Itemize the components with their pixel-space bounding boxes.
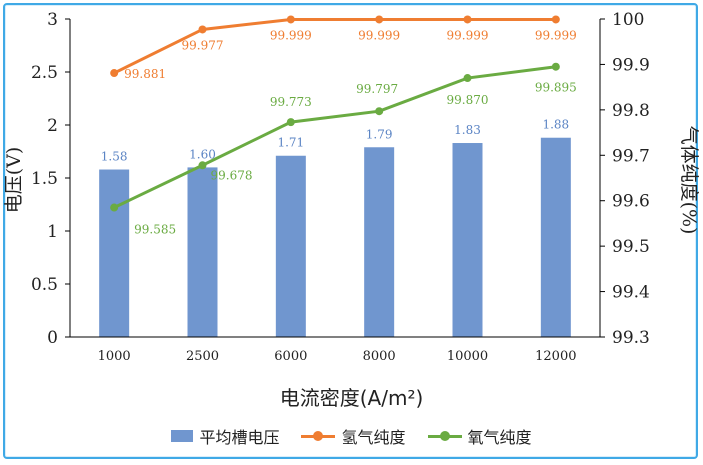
- series-data-label: 99.678: [211, 168, 253, 182]
- bar: [99, 169, 130, 337]
- y-left-tick-label: 3: [47, 10, 58, 30]
- chart: 0 0.5 1 1.5 2 2.5 3 99.3 99.4 99.5 99.6 99.7 99.8 99…: [3, 10, 700, 364]
- series-point: [463, 15, 472, 24]
- series-data-label: 99.773: [270, 95, 312, 109]
- series-point: [551, 62, 560, 71]
- x-tick-label: 10000: [447, 349, 488, 364]
- legend-item-bar: 平均槽电压: [171, 424, 279, 448]
- y-left-tick-label: 1: [47, 222, 58, 242]
- y-right-tick-label: 99.8: [612, 101, 650, 121]
- x-axis-label: 电流密度(A/m²): [0, 382, 703, 411]
- series-data-label: 99.999: [270, 28, 312, 42]
- legend-label-bar: 平均槽电压: [199, 428, 280, 447]
- series-line: [113, 65, 557, 209]
- series-data-label: 99.999: [447, 28, 489, 42]
- series-line: [113, 17, 556, 75]
- series-data-label: 99.797: [356, 82, 398, 96]
- bar-data-label: 1.60: [189, 147, 216, 161]
- series-point: [110, 203, 119, 212]
- bar-data-label: 1.88: [542, 118, 569, 132]
- y-axis-right-label: 气体纯度(%): [678, 126, 700, 235]
- y-axis-left-label: 电压(V): [3, 147, 25, 214]
- series-point: [375, 15, 384, 24]
- series-point: [286, 15, 295, 24]
- series-point: [375, 107, 384, 116]
- x-tick-label: 1000: [98, 349, 131, 364]
- series-point: [198, 25, 207, 34]
- series-data-label: 99.870: [447, 93, 489, 107]
- legend-label-h2: 氢气纯度: [341, 428, 406, 447]
- series-data-label: 99.585: [134, 223, 176, 237]
- y-right-tick-label: 100: [612, 10, 644, 30]
- series-point: [198, 161, 207, 170]
- y-left-tick-label: 0: [47, 328, 58, 348]
- series-data-label: 99.999: [535, 28, 577, 42]
- legend-swatch-o2: [427, 429, 462, 443]
- series-data-label: 99.977: [182, 38, 224, 52]
- y-left-tick-label: 0.5: [31, 275, 58, 295]
- series-point: [463, 74, 472, 83]
- series-point: [110, 69, 119, 78]
- series-point: [286, 118, 295, 127]
- y-left-tick-label: 1.5: [31, 169, 58, 189]
- x-axis-label-text: 电流密度(A/m²): [279, 386, 424, 410]
- series-data-label: 99.999: [358, 28, 400, 42]
- bar: [540, 137, 571, 337]
- legend-item-o2: 氧气纯度: [427, 424, 532, 448]
- legend-swatch-bar: [171, 430, 194, 442]
- x-tick-label: 6000: [274, 349, 307, 364]
- y-right-tick-label: 99.5: [612, 237, 650, 257]
- series-data-label: 99.895: [535, 81, 577, 95]
- x-tick-label: 8000: [363, 349, 396, 364]
- y-left-tick-label: 2.5: [31, 63, 58, 83]
- y-right-tick-label: 99.7: [612, 146, 650, 166]
- legend-swatch-h2: [301, 429, 336, 443]
- legend-item-h2: 氢气纯度: [301, 424, 406, 448]
- y-right-tick-label: 99.6: [612, 192, 650, 212]
- y-left-tick-label: 2: [47, 116, 58, 136]
- bar: [275, 155, 306, 337]
- bar-data-label: 1.58: [101, 150, 128, 164]
- bar: [452, 143, 483, 337]
- y-right-tick-label: 99.9: [612, 55, 650, 75]
- y-right-tick-label: 99.4: [612, 283, 650, 303]
- bar-data-label: 1.83: [454, 123, 481, 137]
- bar: [187, 167, 218, 337]
- bar-data-label: 1.71: [277, 136, 304, 150]
- series-data-label: 99.881: [124, 67, 166, 81]
- x-tick-label: 12000: [535, 349, 576, 364]
- y-right-tick-label: 99.3: [612, 328, 650, 348]
- bar: [364, 147, 395, 337]
- bar-data-label: 1.79: [366, 127, 393, 141]
- legend-label-o2: 氧气纯度: [467, 428, 532, 447]
- x-tick-label: 2500: [186, 349, 219, 364]
- series-point: [551, 15, 560, 24]
- legend: 平均槽电压 氢气纯度 氧气纯度: [0, 424, 703, 448]
